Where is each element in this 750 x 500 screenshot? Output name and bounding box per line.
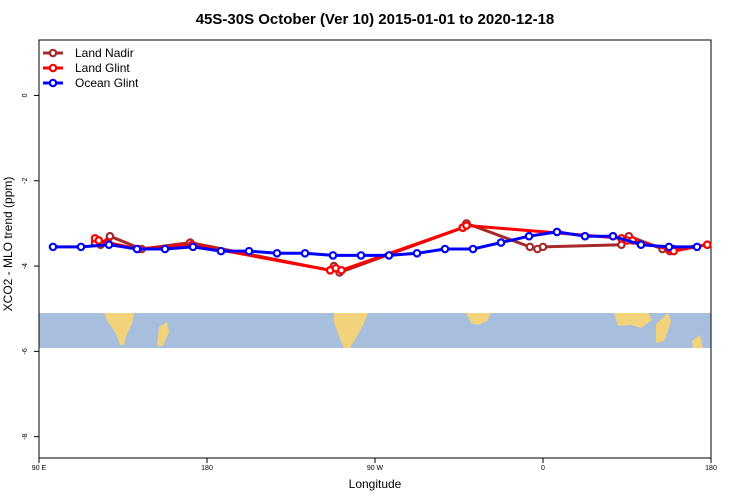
y-tick-label: -8 (22, 433, 29, 439)
y-axis: 0 -2 -4 -6 -8 (22, 93, 39, 440)
y-tick-label: -2 (22, 178, 29, 184)
legend-swatch-marker (48, 63, 58, 73)
data-point-ocean-glint (76, 242, 86, 252)
x-tick-label: 180 (705, 465, 717, 472)
legend-label: Ocean Glint (75, 76, 139, 90)
data-point-ocean-glint (692, 242, 702, 252)
data-point-ocean-glint (300, 248, 310, 258)
map-landmass-2 (157, 322, 169, 346)
data-point-ocean-glint (664, 242, 674, 252)
legend-label: Land Glint (75, 61, 130, 75)
y-tick-label: -6 (22, 348, 29, 354)
map-landmass-7 (692, 335, 703, 348)
map-ocean (39, 313, 711, 348)
data-point-ocean-glint (412, 248, 422, 258)
data-point-land-glint (702, 240, 712, 250)
x-tick-label: 90 E (32, 465, 47, 472)
legend-item-land-nadir: Land Nadir (43, 46, 134, 60)
legend-swatch-marker (48, 48, 58, 58)
data-point-ocean-glint (244, 246, 254, 256)
data-point-ocean-glint (104, 240, 114, 250)
data-point-ocean-glint (272, 248, 282, 258)
data-point-ocean-glint (524, 231, 534, 241)
y-tick-label: -4 (22, 263, 29, 269)
x-tick-label: 0 (541, 465, 545, 472)
chart-title: 45S-30S October (Ver 10) 2015-01-01 to 2… (196, 11, 555, 28)
data-point-ocean-glint (356, 251, 366, 260)
data-point-ocean-glint (552, 227, 562, 237)
x-axis: 90 E 180 90 W 0 180 (32, 458, 717, 472)
y-axis-label: XCO2 - MLO trend (ppm) (1, 177, 15, 312)
data-point-ocean-glint (160, 244, 170, 254)
data-point-land-nadir (538, 242, 548, 252)
y-tick-label: 0 (22, 93, 29, 97)
data-point-ocean-glint (496, 238, 506, 247)
map-landmass-3 (334, 313, 368, 348)
data-point-ocean-glint (580, 231, 590, 241)
data-point-ocean-glint (48, 242, 58, 252)
series-line-ocean-glint (53, 230, 697, 257)
data-point-ocean-glint (440, 244, 450, 254)
x-axis-label: Longitude (349, 477, 402, 491)
data-point-land-glint (462, 221, 471, 230)
data-point-ocean-glint (608, 231, 618, 241)
series-ocean-glint (48, 227, 702, 260)
map-landmass-1 (104, 313, 134, 345)
data-point-ocean-glint (216, 246, 226, 256)
legend-item-land-glint: Land Glint (43, 61, 130, 75)
legend-item-ocean-glint: Ocean Glint (43, 76, 139, 90)
legend-label: Land Nadir (75, 46, 134, 60)
data-point-land-glint (337, 266, 346, 275)
data-point-ocean-glint (384, 251, 394, 260)
x-tick-label: 180 (201, 465, 213, 472)
map-landmass-5 (614, 313, 652, 328)
world-map-band (39, 313, 711, 348)
x-tick-label: 90 W (367, 465, 384, 472)
map-landmass-6 (656, 313, 671, 343)
map-landmass-4 (466, 313, 491, 325)
data-point-ocean-glint (468, 244, 478, 254)
data-point-ocean-glint (328, 251, 338, 260)
data-point-ocean-glint (188, 242, 198, 252)
data-point-ocean-glint (636, 240, 646, 250)
legend-swatch-marker (48, 78, 58, 88)
data-point-ocean-glint (132, 244, 142, 254)
data-point-land-nadir (525, 242, 535, 252)
series-layer (48, 219, 712, 277)
data-point-land-glint (94, 236, 104, 245)
